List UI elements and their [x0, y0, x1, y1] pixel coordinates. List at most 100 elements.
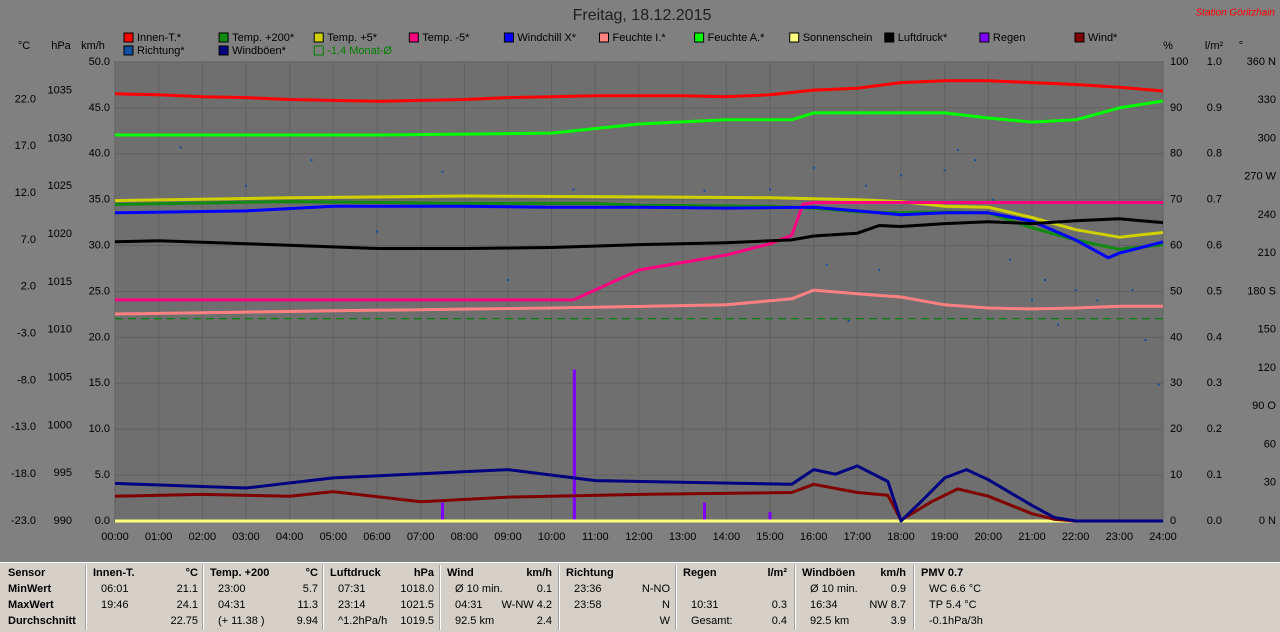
direction-dot	[769, 188, 771, 191]
y-tick-label: 60	[1170, 240, 1182, 252]
series-line	[114, 482, 1163, 523]
x-tick-label: 11:00	[582, 531, 609, 543]
cell-left: Gesamt:	[691, 615, 733, 627]
y-tick-label: 90 O	[1252, 400, 1276, 412]
x-tick-label: 19:00	[931, 531, 959, 543]
direction-dot	[245, 184, 247, 187]
legend-label: Temp. +200*	[232, 32, 295, 44]
axis-unit: °C	[18, 40, 30, 52]
direction-dot	[1057, 323, 1060, 326]
y-tick-label: 70	[1170, 194, 1182, 206]
table-header: Windböen	[802, 567, 856, 579]
axis-unit: km/h	[81, 40, 105, 52]
direction-dot	[1009, 258, 1012, 261]
cell-value: 3.9	[890, 615, 906, 627]
legend-label: Wind*	[1088, 32, 1118, 44]
table-unit: l/m²	[767, 567, 787, 579]
legend-swatch	[694, 32, 705, 43]
legend-label: Temp. -5*	[422, 32, 470, 44]
series-line	[114, 194, 1164, 239]
y-tick-label: 45.0	[89, 102, 110, 114]
x-tick-label: 22:00	[1062, 531, 1090, 543]
cell-left: 23:14	[338, 599, 366, 611]
cell-left: 04:31	[455, 599, 483, 611]
cell-value: 1021.5	[400, 599, 434, 611]
x-tick-label: 23:00	[1106, 531, 1134, 543]
y-tick-label: 1015	[48, 276, 72, 288]
cell-left: Ø 10 min.	[455, 583, 503, 595]
legend-label: Luftdruck*	[898, 32, 948, 44]
table-header: Regen	[683, 567, 717, 579]
direction-dot	[865, 184, 868, 187]
series-line	[114, 79, 1164, 103]
y-tick-label: 0.4	[1207, 331, 1222, 343]
x-tick-label: 14:00	[713, 531, 741, 543]
y-tick-label: 2.0	[21, 281, 36, 293]
y-tick-label: 1025	[48, 180, 72, 192]
x-tick-label: 05:00	[320, 531, 348, 543]
x-tick-label: 06:00	[363, 531, 391, 543]
y-tick-label: 210	[1258, 247, 1276, 259]
cell-left: (+ 11.38 )	[218, 615, 265, 627]
cell-value: 1018.0	[400, 583, 434, 595]
legend-label: Windböen*	[232, 45, 287, 57]
cell-value: 0.9	[890, 583, 906, 595]
column-separator	[202, 565, 204, 630]
cell-value: N	[662, 599, 670, 611]
y-tick-label: 17.0	[15, 140, 36, 152]
y-tick-label: 22.0	[15, 93, 36, 105]
rain-bar	[572, 369, 576, 521]
rain-bar	[441, 502, 444, 521]
table-header: Richtung	[566, 567, 614, 579]
y-tick-label: 1035	[48, 85, 72, 97]
cell-value: 9.94	[296, 615, 318, 627]
legend-swatch	[884, 32, 895, 43]
legend-swatch	[313, 45, 324, 56]
y-tick-label: 10	[1170, 469, 1182, 481]
axis-unit: hPa	[51, 40, 71, 52]
y-tick-label: 1.0	[1207, 56, 1222, 68]
table-header: Luftdruck	[330, 567, 381, 579]
cell-value: 0.4	[771, 615, 787, 627]
cell-value: 5.7	[302, 583, 318, 595]
row-label: MinWert	[8, 583, 52, 595]
y-tick-label: 990	[54, 515, 72, 527]
y-tick-label: 180 S	[1247, 285, 1276, 297]
y-tick-label: 20	[1170, 423, 1182, 435]
legend-swatch	[123, 45, 134, 56]
cell-left: WC 6.6 °C	[929, 583, 982, 595]
x-tick-label: 16:00	[800, 531, 828, 543]
y-tick-label: 120	[1258, 362, 1276, 374]
y-tick-label: 80	[1170, 148, 1182, 160]
y-tick-label: 0.0	[1207, 515, 1222, 527]
y-tick-label: 0.5	[1207, 285, 1222, 297]
x-tick-label: 13:00	[669, 531, 697, 543]
cell-left: 06:01	[101, 583, 129, 595]
cell-left: 19:46	[101, 599, 129, 611]
cell-left: 07:31	[338, 583, 366, 595]
direction-dot	[991, 198, 994, 201]
y-tick-label: 0.6	[1207, 240, 1222, 252]
y-tick-label: 270 W	[1244, 171, 1276, 183]
cell-value: 11.3	[297, 599, 318, 611]
chart-title: Freitag, 18.12.2015	[573, 7, 712, 24]
y-tick-label: 90	[1170, 102, 1182, 114]
table-unit: °C	[305, 567, 318, 579]
y-tick-label: 150	[1258, 324, 1276, 336]
legend-label: Windchill X*	[517, 32, 576, 44]
y-tick-label: 330	[1258, 94, 1276, 106]
direction-dot	[179, 146, 182, 149]
y-tick-label: 0.7	[1207, 194, 1222, 206]
direction-dot	[900, 174, 902, 177]
column-separator	[675, 565, 677, 630]
cell-value: 1019.5	[400, 615, 434, 627]
y-tick-label: 40.0	[89, 148, 110, 160]
rain-bar	[703, 502, 706, 521]
cell-left: 16:34	[810, 599, 838, 611]
legend-swatch	[599, 32, 609, 43]
legend-label: Feuchte I.*	[613, 32, 667, 44]
y-tick-label: 0.1	[1207, 469, 1222, 481]
table-unit: km/h	[880, 567, 906, 579]
y-tick-label: 15.0	[89, 377, 110, 389]
y-tick-label: 0.2	[1207, 423, 1222, 435]
